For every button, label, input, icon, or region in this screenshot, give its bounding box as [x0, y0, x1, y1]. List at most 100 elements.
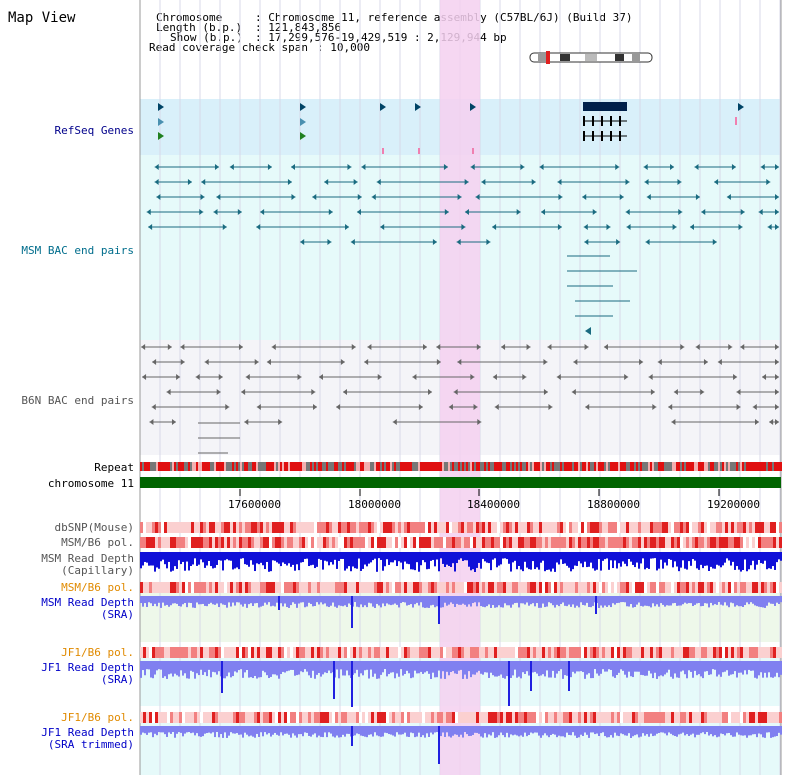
heat-cell — [446, 647, 449, 658]
depth-bar — [404, 552, 406, 562]
heat-cell — [536, 647, 539, 658]
depth-bar — [252, 596, 254, 606]
heat-cell — [146, 537, 149, 548]
repeat-segment — [194, 462, 196, 471]
depth-bar — [170, 661, 172, 674]
heat-cell — [212, 522, 215, 533]
repeat-segment — [348, 462, 350, 471]
heat-cell — [506, 522, 509, 533]
heat-cell — [275, 522, 278, 533]
depth-bar — [364, 661, 366, 671]
depth-bar — [684, 726, 686, 736]
depth-bar — [638, 726, 640, 738]
depth-bar — [416, 726, 418, 737]
heat-cell — [530, 582, 533, 593]
heat-cell — [458, 712, 461, 723]
heat-cell — [182, 647, 185, 658]
depth-bar — [170, 726, 172, 734]
depth-bar — [688, 552, 690, 562]
heat-cell — [158, 712, 161, 723]
depth-bar — [140, 726, 142, 735]
depth-bar — [424, 552, 426, 563]
bac-end-marker — [501, 344, 506, 350]
depth-bar — [440, 661, 442, 679]
depth-bar — [710, 552, 712, 567]
repeat-segment — [448, 462, 450, 471]
depth-bar — [486, 596, 488, 607]
heat-cell — [299, 582, 302, 593]
depth-bar — [218, 552, 220, 561]
depth-bar — [204, 726, 206, 734]
depth-bar — [618, 596, 620, 603]
repeat-segment — [202, 462, 204, 471]
heat-cell — [455, 712, 458, 723]
repeat-segment — [546, 462, 548, 471]
heat-cell — [257, 582, 260, 593]
depth-bar — [146, 552, 148, 563]
heat-cell — [185, 647, 188, 658]
heat-cell — [329, 712, 332, 723]
heat-cell — [485, 522, 488, 533]
repeat-segment — [624, 462, 626, 471]
repeat-segment — [486, 462, 488, 471]
depth-bar — [482, 726, 484, 738]
depth-bar — [448, 661, 450, 676]
depth-bar — [632, 726, 634, 737]
gene-exon — [583, 116, 585, 126]
heat-cell — [407, 522, 410, 533]
depth-bar — [574, 726, 576, 736]
heat-cell — [707, 522, 710, 533]
depth-bar — [426, 552, 428, 570]
bac-end-marker — [558, 194, 563, 200]
repeat-segment — [332, 462, 334, 471]
heat-cell — [203, 522, 206, 533]
depth-bar — [780, 596, 782, 603]
heat-cell — [206, 712, 209, 723]
repeat-segment — [580, 462, 582, 471]
heat-cell — [422, 647, 425, 658]
heat-cell — [584, 582, 587, 593]
repeat-segment — [428, 462, 430, 471]
heat-cell — [752, 522, 755, 533]
depth-bar — [388, 552, 390, 565]
bac-end-marker — [204, 359, 209, 365]
heat-cell — [674, 712, 677, 723]
heat-cell — [323, 537, 326, 548]
heat-cell — [728, 537, 731, 548]
bac-end-marker — [603, 344, 608, 350]
heat-cell — [269, 647, 272, 658]
depth-bar — [460, 596, 462, 605]
depth-bar — [148, 552, 150, 566]
depth-bar — [394, 596, 396, 604]
msm-bac-label: MSM BAC end pairs — [21, 244, 134, 257]
depth-bar — [550, 726, 552, 735]
depth-bar — [180, 552, 182, 565]
bac-end-marker — [646, 194, 651, 200]
depth-bar — [452, 726, 454, 736]
depth-bar — [172, 596, 174, 604]
bac-end-marker — [557, 224, 562, 230]
depth-bar — [520, 596, 522, 604]
repeat-segment — [366, 462, 368, 471]
heat-cell — [464, 647, 467, 658]
repeat-segment — [690, 462, 692, 471]
heat-cell — [761, 522, 764, 533]
depth-bar — [602, 661, 604, 670]
bac-end-marker — [672, 224, 677, 230]
depth-bar — [672, 596, 674, 604]
repeat-segment — [648, 462, 650, 471]
depth-bar — [274, 552, 276, 561]
depth-bar — [674, 596, 676, 603]
repeat-segment — [212, 462, 214, 471]
heat-cell — [776, 647, 779, 658]
depth-bar — [642, 661, 644, 676]
depth-bar — [496, 596, 498, 608]
depth-bar — [574, 596, 576, 608]
heat-cell — [614, 712, 617, 723]
heat-cell — [314, 582, 317, 593]
heat-cell — [761, 712, 764, 723]
bac-end-marker — [312, 194, 317, 200]
depth-bar — [326, 726, 328, 738]
heat-cell — [185, 712, 188, 723]
